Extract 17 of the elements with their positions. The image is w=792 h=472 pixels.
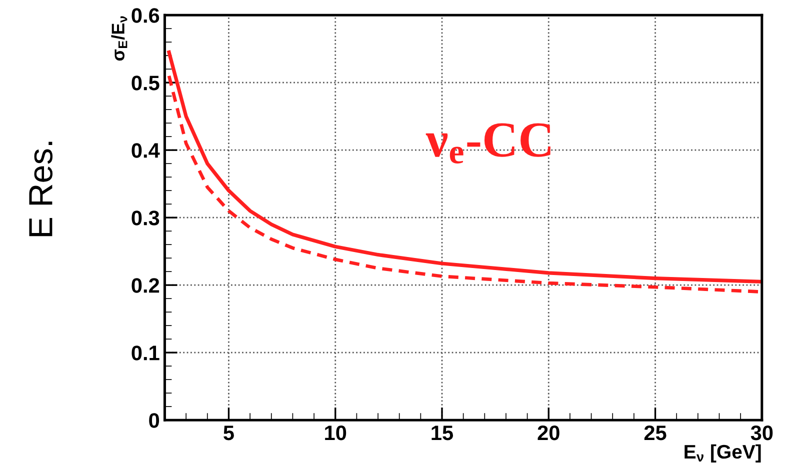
y-tick-label: 0.3 bbox=[132, 210, 160, 226]
y-tick-label: 0.2 bbox=[132, 278, 160, 293]
y-tick-label: 0 bbox=[149, 413, 160, 428]
annotation: ν$_{e}$-CC bbox=[426, 123, 550, 164]
y-axis-title: σ$_{E}$/E$_{ν}$ bbox=[111, 16, 128, 61]
text: E Res. bbox=[29, 142, 53, 236]
x-axis-title: E$_{ν}$ [GeV] bbox=[684, 444, 761, 462]
x-tick-label: 30 bbox=[750, 425, 773, 440]
y-tick-label: 0.1 bbox=[132, 346, 160, 360]
y-tick-label: 0.4 bbox=[132, 143, 160, 158]
y-tick-label: 0.6 bbox=[132, 8, 160, 23]
x-tick-label: 15 bbox=[432, 426, 453, 440]
x-tick-label: 5 bbox=[224, 426, 234, 440]
x-tick-label: 25 bbox=[644, 425, 666, 440]
y-tick-label: 0.5 bbox=[132, 76, 160, 90]
x-tick-label: 20 bbox=[538, 425, 560, 440]
x-tick-label: 10 bbox=[325, 425, 346, 440]
